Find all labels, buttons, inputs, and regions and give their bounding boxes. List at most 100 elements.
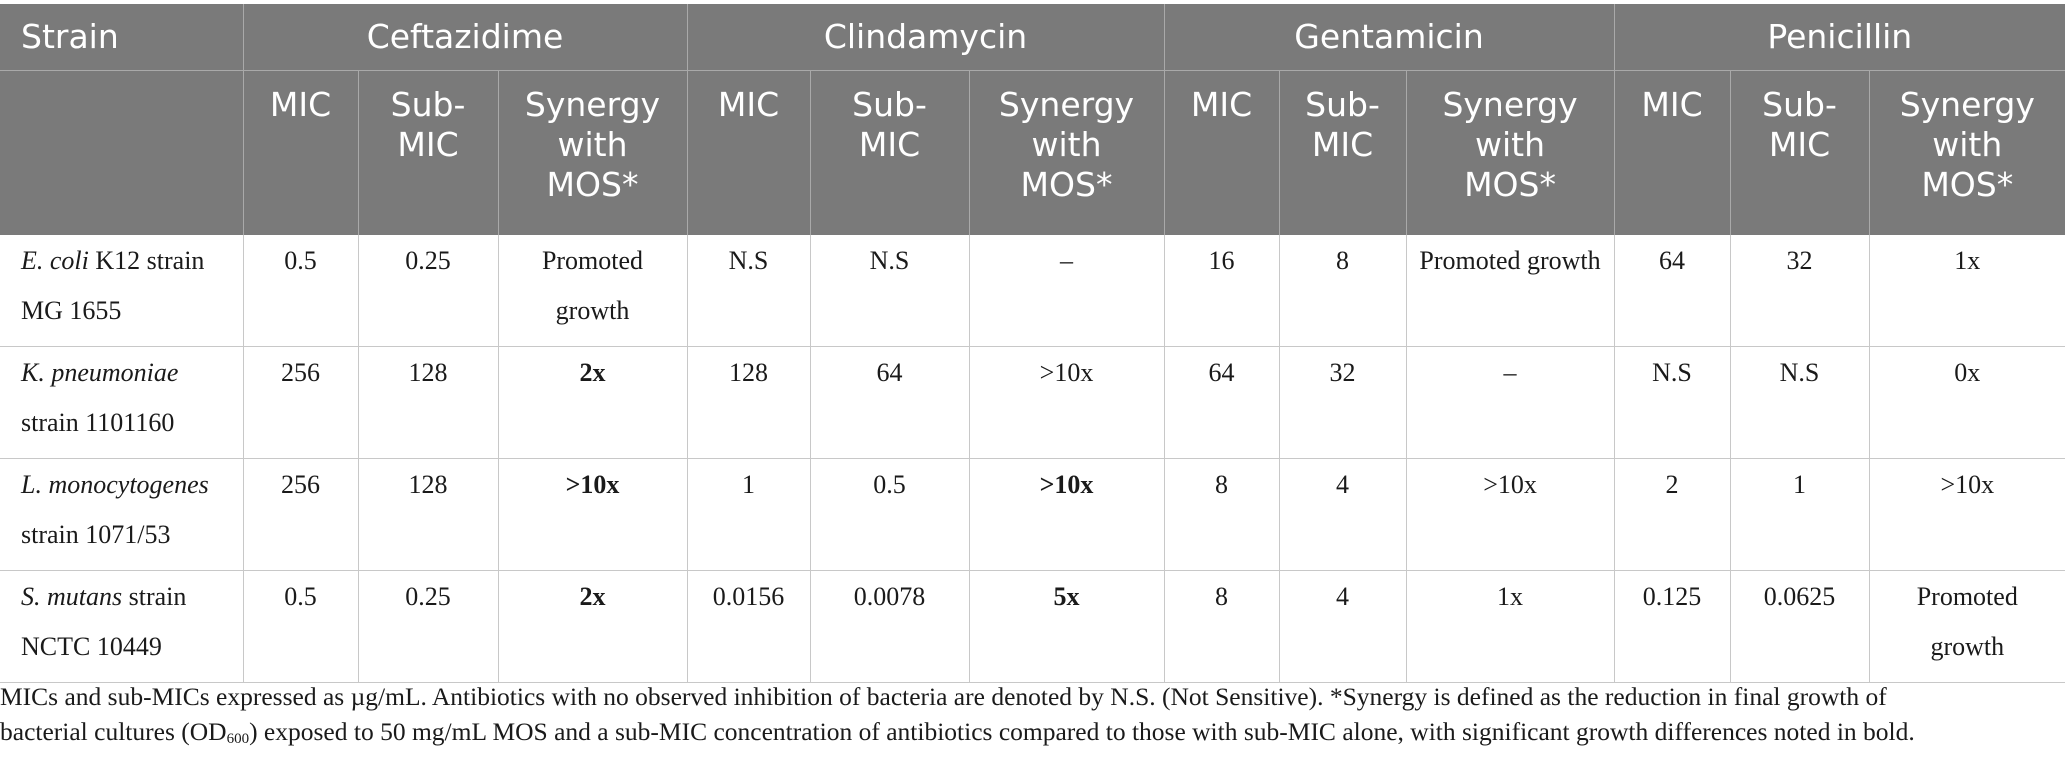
mic-cell: 8 (1163, 458, 1280, 571)
mic-subheader: MIC (242, 70, 358, 235)
sub-mic-cell: 0.25 (357, 235, 498, 347)
table-row: L. monocytogenes strain 1071/53 256 128 >… (0, 458, 2065, 571)
table-footnote: MICs and sub-MICs expressed as µg/mL. An… (0, 679, 2065, 757)
mic-cell: 64 (1163, 346, 1280, 459)
antibiotic-header-penicillin: Penicillin (1613, 4, 2065, 71)
synergy-cell: 1x (1868, 235, 2065, 347)
synergy-label-c: MOS* (1020, 165, 1113, 204)
footnote-line-2: bacterial cultures (OD600) exposed to 50… (0, 714, 2065, 757)
sub-mic-label-a: Sub- (1762, 85, 1837, 124)
mic-cell: 256 (242, 458, 358, 571)
strain-text-line2: strain 1071/53 (21, 520, 171, 549)
sub-mic-label-a: Sub- (852, 85, 927, 124)
header-row-measures: MIC Sub- MIC Synergy with MOS* MIC Sub- MIC … (0, 70, 2065, 235)
synergy-label-b: with (1031, 125, 1102, 164)
synergy-cell: Promoted growth (1405, 235, 1615, 347)
synergy-cell-significant: 2x (497, 346, 687, 459)
sub-mic-label-a: Sub- (1305, 85, 1380, 124)
synergy-label-a: Synergy (1442, 85, 1578, 124)
mic-cell: 1 (686, 458, 810, 571)
synergy-cell: >10x (968, 346, 1165, 459)
strain-text-line2: strain 1101160 (21, 408, 175, 437)
synergy-cell-significant: 2x (497, 570, 687, 683)
synergy-cell: >10x (1868, 458, 2065, 571)
sub-mic-label-a: Sub- (390, 85, 466, 124)
synergy-label-c: MOS* (1464, 165, 1556, 204)
mic-cell: 0.125 (1613, 570, 1731, 683)
mic-cell: 0.5 (242, 570, 358, 683)
mic-cell: 2 (1613, 458, 1731, 571)
mic-label: MIC (1641, 85, 1703, 124)
synergy-label-a: Synergy (1899, 85, 2035, 124)
synergy-label-b: with (1932, 125, 2003, 164)
sub-mic-label-b: MIC (397, 125, 459, 164)
synergy-cell: Promoted growth (497, 235, 687, 347)
sub-mic-cell: 128 (357, 346, 498, 459)
sub-mic-cell: 128 (357, 458, 498, 571)
synergy-subheader: Synergy with MOS* (497, 70, 687, 235)
od-subscript: 600 (226, 731, 250, 747)
sub-mic-cell: 32 (1278, 346, 1407, 459)
results-table-container: Strain Ceftazidime Clindamycin Gentamici… (0, 4, 2065, 683)
strain-cell: K. pneumoniae strain 1101160 (0, 346, 243, 459)
mic-cell: N.S (686, 235, 810, 347)
synergy-cell-significant: >10x (968, 458, 1165, 571)
mic-label: MIC (717, 85, 780, 124)
synergy-label-a: Synergy (524, 85, 661, 124)
strain-subheader-empty (0, 70, 243, 235)
mic-synergy-table: Strain Ceftazidime Clindamycin Gentamici… (0, 4, 2065, 683)
sub-mic-label-b: MIC (858, 125, 921, 164)
synergy-label-b: with (557, 125, 628, 164)
species-name: S. mutans (21, 582, 123, 611)
synergy-cell-significant: >10x (497, 458, 687, 571)
sub-mic-subheader: Sub- MIC (357, 70, 498, 235)
synergy-cell: >10x (1405, 458, 1615, 571)
mic-cell: 128 (686, 346, 810, 459)
mic-cell: 16 (1163, 235, 1280, 347)
footnote-line-2-end: ) exposed to 50 mg/mL MOS and a sub-MIC … (249, 717, 1915, 746)
mic-cell: 0.5 (242, 235, 358, 347)
synergy-label-c: MOS* (546, 165, 639, 204)
synergy-label-a: Synergy (998, 85, 1135, 124)
sub-mic-cell: 4 (1278, 570, 1407, 683)
strain-text-line2: MG 1655 (21, 296, 122, 325)
synergy-label-b: with (1475, 125, 1546, 164)
strain-column-header: Strain (0, 4, 243, 71)
antibiotic-header-gentamicin: Gentamicin (1163, 4, 1615, 71)
sub-mic-cell: 8 (1278, 235, 1407, 347)
synergy-subheader: Synergy with MOS* (968, 70, 1165, 235)
mic-subheader: MIC (1163, 70, 1280, 235)
sub-mic-cell: 1 (1729, 458, 1870, 571)
synergy-cell-significant: 5x (968, 570, 1165, 683)
sub-mic-subheader: Sub- MIC (1729, 70, 1870, 235)
synergy-cell: – (1405, 346, 1615, 459)
synergy-cell: 0x (1868, 346, 2065, 459)
mic-cell: 256 (242, 346, 358, 459)
synergy-label-c: MOS* (1921, 165, 2014, 204)
mic-subheader: MIC (1613, 70, 1731, 235)
table-row: S. mutans strain NCTC 10449 0.5 0.25 2x 0… (0, 570, 2065, 683)
strain-text: strain (122, 582, 187, 611)
sub-mic-label-b: MIC (1768, 125, 1831, 164)
synergy-subheader: Synergy with MOS* (1868, 70, 2065, 235)
species-name: E. coli (21, 246, 89, 275)
footnote-line-2-start: bacterial cultures (OD (0, 717, 227, 746)
table-row: E. coli K12 strain MG 1655 0.5 0.25 Promo… (0, 235, 2065, 347)
header-row-antibiotics: Strain Ceftazidime Clindamycin Gentamici… (0, 4, 2065, 71)
strain-cell: E. coli K12 strain MG 1655 (0, 235, 243, 347)
antibiotic-header-clindamycin: Clindamycin (686, 4, 1165, 71)
mic-subheader: MIC (686, 70, 810, 235)
synergy-cell: – (968, 235, 1165, 347)
sub-mic-cell: 0.0625 (1729, 570, 1870, 683)
table-body: E. coli K12 strain MG 1655 0.5 0.25 Promo… (0, 235, 2065, 683)
sub-mic-label-b: MIC (1311, 125, 1374, 164)
antibiotic-header-ceftazidime: Ceftazidime (242, 4, 687, 71)
sub-mic-cell: 0.5 (809, 458, 969, 571)
sub-mic-cell: 4 (1278, 458, 1407, 571)
synergy-cell: 1x (1405, 570, 1615, 683)
sub-mic-cell: 64 (809, 346, 969, 459)
sub-mic-cell: 32 (1729, 235, 1870, 347)
species-name: L. monocytogenes (21, 470, 209, 499)
mic-cell: 0.0156 (686, 570, 810, 683)
sub-mic-cell: N.S (1729, 346, 1870, 459)
